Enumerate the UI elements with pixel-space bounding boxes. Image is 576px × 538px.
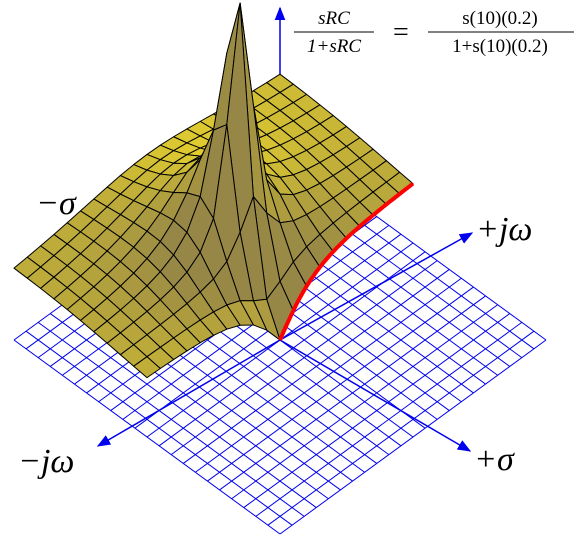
formula-right-denominator: 1+s(10)(0.2)	[452, 36, 548, 57]
plane-grid-line	[207, 286, 474, 482]
plane-grid-line	[279, 339, 547, 535]
plane-grid-line	[231, 304, 498, 500]
neg-jw-axis	[96, 339, 281, 447]
pos-jw-label: +jω	[476, 211, 532, 248]
formula-left-denominator: 1+sRC	[307, 36, 361, 57]
formula: sRC 1+sRC = s(10)(0.2) 1+s(10)(0.2)	[294, 8, 574, 57]
plane-grid-line	[243, 313, 511, 508]
pos-jw-axis	[279, 232, 474, 341]
surface-patch	[133, 356, 161, 379]
formula-equals: =	[393, 17, 409, 48]
neg-jw-label: −jω	[18, 443, 74, 480]
plane-grid-line	[170, 260, 438, 456]
jw-axis-response	[278, 182, 415, 341]
magnitude-surface	[13, 2, 414, 379]
plane-grid-line	[267, 330, 535, 526]
plane-grid-line	[182, 269, 450, 464]
formula-right-numerator: s(10)(0.2)	[462, 8, 537, 29]
plane-grid-line	[255, 321, 523, 517]
neg-sigma-label: −σ	[36, 185, 77, 222]
formula-left-numerator: sRC	[318, 8, 350, 29]
plane-grid-line	[219, 295, 486, 491]
pos-sigma-label: +σ	[474, 441, 515, 478]
pos-sigma-axis	[279, 339, 472, 452]
plane-grid-line	[195, 277, 462, 473]
